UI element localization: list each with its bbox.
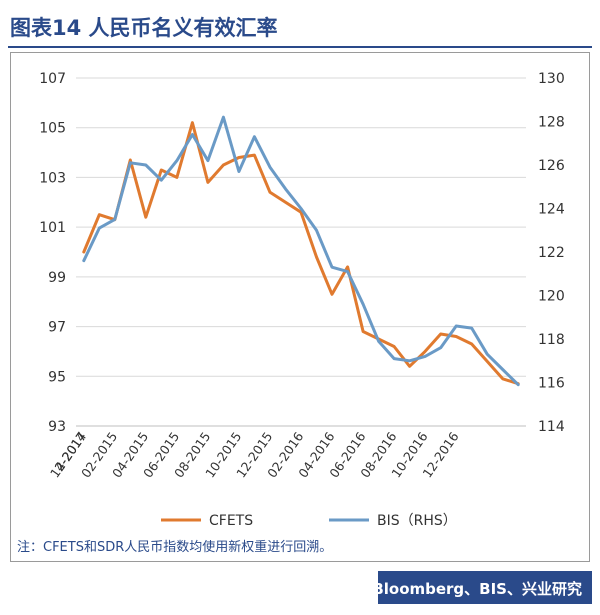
chart-note: 注：CFETS和SDR人民币指数均使用新权重进行回溯。 — [17, 539, 332, 555]
grid-layer — [76, 77, 526, 427]
right-tick-label: 122 — [538, 245, 565, 261]
series-layer — [82, 115, 520, 387]
legend-label: BIS（RHS） — [377, 513, 457, 529]
right-tick-label: 124 — [538, 202, 565, 218]
legend: CFETS BIS（RHS） — [161, 513, 457, 529]
source-bar: Bloomberg、BIS、兴业研究 — [372, 571, 592, 604]
source-text: Bloomberg、BIS、兴业研究 — [372, 580, 582, 598]
right-tick-label: 128 — [538, 115, 565, 131]
series-line-bis — [82, 115, 520, 387]
left-tick-label: 99 — [48, 270, 66, 286]
left-tick-label: 107 — [39, 71, 66, 87]
left-tick-label: 97 — [48, 320, 66, 336]
right-tick-label: 116 — [538, 376, 565, 392]
left-tick-label: 105 — [39, 121, 66, 137]
right-tick-label: 118 — [538, 332, 565, 348]
legend-label: CFETS — [209, 513, 253, 529]
right-tick-label: 114 — [538, 419, 565, 435]
left-tick-label: 93 — [48, 419, 66, 435]
left-axis-ticks: 93 95 97 99 101 103 105 107 — [39, 71, 66, 435]
title-rule — [8, 46, 592, 48]
series-line-cfets — [82, 121, 520, 386]
left-tick-label: 95 — [48, 369, 66, 385]
right-axis-ticks: 114 116 118 120 122 124 126 128 130 — [538, 71, 565, 435]
chart-frame: 93 95 97 99 101 103 105 107 114 116 118 120 122 124 1… — [10, 52, 590, 562]
x-axis-ticks: 12-201402-201504-201506-201508-201510-20… — [47, 429, 462, 480]
left-tick-label: 103 — [39, 170, 66, 186]
page-title: 图表14 人民币名义有效汇率 — [10, 16, 278, 40]
right-tick-label: 120 — [538, 289, 565, 305]
right-tick-label: 126 — [538, 158, 565, 174]
right-tick-label: 130 — [538, 71, 565, 87]
left-tick-label: 101 — [39, 220, 66, 236]
